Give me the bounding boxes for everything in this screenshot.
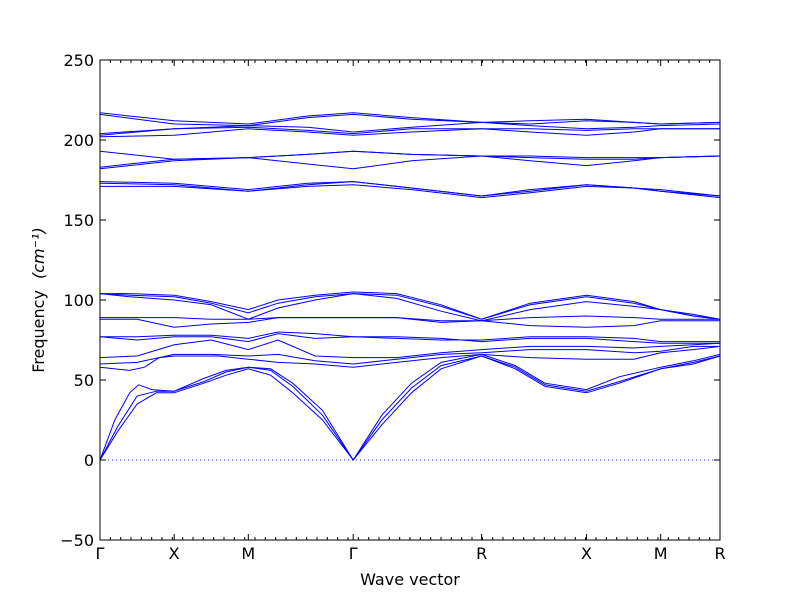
x-tick-label: M: [241, 544, 255, 563]
x-axis-label: Wave vector: [360, 570, 460, 589]
band-line-8: [100, 331, 720, 343]
band-line-3: [99, 353, 721, 461]
band-line-12: [99, 293, 721, 320]
y-tick-label: 250: [63, 51, 94, 70]
x-tick-label: Γ: [349, 544, 358, 563]
y-tick-label: −50: [60, 531, 94, 550]
band-line-6: [99, 339, 721, 359]
y-tick-label: 200: [63, 131, 94, 150]
y-axis-ticks: −50 0 50 100 150 200 250: [60, 51, 720, 550]
band-line-11: [99, 293, 721, 322]
y-axis-label-text: Frequency: [29, 290, 48, 373]
band-line-10: [100, 315, 720, 323]
y-axis-label: Frequency (cm⁻¹): [29, 227, 48, 372]
minor-tick-marks: [99, 60, 721, 540]
y-tick-label: 0: [84, 451, 94, 470]
band-line-16: [99, 181, 721, 197]
plot-area: −50 0 50 100 150 200 250 Γ X M Γ R X M R: [60, 51, 725, 563]
band-line-24: [99, 112, 721, 125]
band-line-19: [99, 150, 721, 160]
x-tick-label: X: [581, 544, 592, 563]
y-tick-label: 50: [74, 371, 94, 390]
band-line-22: [99, 121, 721, 135]
band-line-21: [99, 126, 720, 136]
y-axis-label-unit: (cm⁻¹): [29, 227, 48, 279]
y-tick-label: 150: [63, 211, 94, 230]
band-line-7: [99, 333, 720, 344]
band-line-5: [99, 345, 720, 365]
band-line-13: [100, 291, 721, 320]
x-tick-label: R: [714, 544, 725, 563]
band-lines: [99, 112, 721, 461]
x-tick-label: R: [476, 544, 487, 563]
x-tick-label: M: [654, 544, 668, 563]
band-line-20: [99, 128, 720, 138]
y-tick-label: 100: [63, 291, 94, 310]
x-tick-label: X: [169, 544, 180, 563]
x-tick-label: Γ: [96, 544, 105, 563]
